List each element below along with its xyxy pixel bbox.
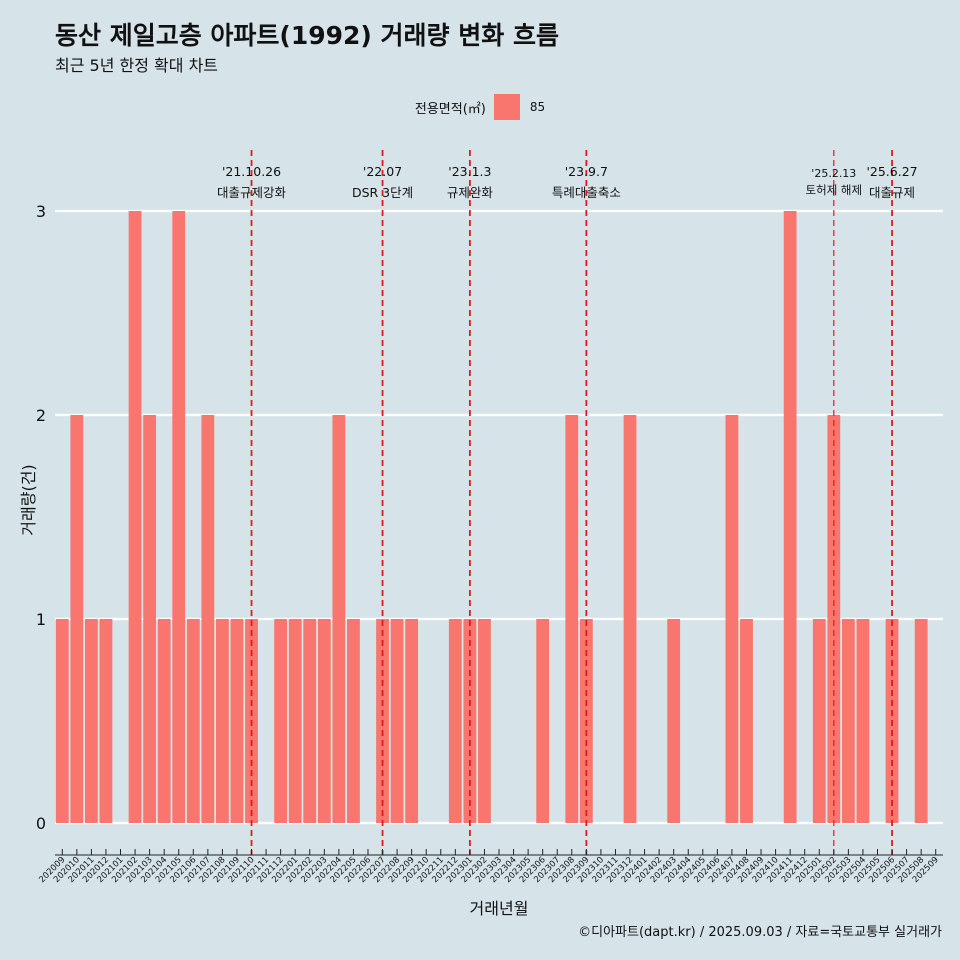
bar-202403 [667,619,681,823]
bar-202306 [536,619,550,823]
bar-202201 [288,619,302,823]
bar-202312 [623,415,637,823]
legend-key-85 [493,94,520,120]
bar-202501 [812,619,826,823]
source-caption: ©디아파트(dapt.kr) / 2025.09.03 / 자료=국토교통부 실… [578,925,942,940]
legend-label-85: 85 [529,100,546,114]
bar-202108 [216,619,229,823]
bar-202205 [347,619,360,823]
event-text-label: 특례대출축소 [552,185,621,200]
bar-202202 [303,619,317,823]
event-date-label: '23.1.3 [448,164,491,179]
bar-202012 [99,619,113,823]
event-date-label: '25.2.13 [811,167,856,180]
event-text-label: 대출규제강화 [217,185,287,200]
legend-title: 전용면적(㎡) [414,101,486,117]
bar-202204 [332,415,346,823]
bar-202107 [201,415,215,823]
bar-202106 [186,619,200,823]
event-date-label: '23.9.7 [565,164,608,179]
bar-202208 [390,619,404,823]
bar-202104 [157,619,171,823]
bar-202407 [725,415,739,823]
bar-202302 [478,619,491,823]
event-text-label: 규제완화 [447,185,494,200]
chart-title: 동산 제일고층 아파트(1992) 거래량 변화 흐름 [55,21,559,50]
bar-202503 [841,619,855,823]
bar-202212 [448,619,462,823]
event-date-label: '21.10.26 [222,164,281,179]
event-text-label: DSR 3단계 [352,185,413,200]
y-axis-title: 거래량(건) [19,464,38,535]
bar-202112 [274,619,288,823]
bar-202209 [405,619,419,823]
bar-202203 [317,619,331,823]
y-tick-label: 2 [36,406,46,425]
bar-202103 [143,415,157,823]
bar-202502 [827,415,841,823]
bar-202408 [740,619,753,823]
bar-202105 [172,211,186,823]
bar-202102 [128,211,142,823]
y-tick-label: 0 [36,814,46,833]
bars [55,211,928,823]
bar-202508 [914,619,928,823]
y-tick-label: 3 [36,202,46,221]
event-text-label: 대출규제 [869,185,915,200]
legend: 전용면적(㎡) 85 [0,94,960,120]
bar-202109 [230,619,244,823]
bar-202308 [565,415,579,823]
event-text-label: 토허제 해제 [806,183,863,197]
chart-subtitle: 최근 5년 한정 확대 차트 [55,56,219,75]
event-date-label: '22.07 [363,164,402,179]
bar-202011 [84,619,98,823]
y-tick-label: 1 [36,610,46,629]
bar-202504 [856,619,870,823]
event-date-label: '25.6.27 [866,164,917,179]
bar-202010 [70,415,84,823]
x-axis-title: 거래년월 [470,899,529,918]
bar-202009 [55,619,69,823]
bar-202411 [783,211,797,823]
event-markers: '21.10.26 대출규제강화 '22.07 DSR 3단계 '23.1.3 규제완화 '… [217,150,918,855]
